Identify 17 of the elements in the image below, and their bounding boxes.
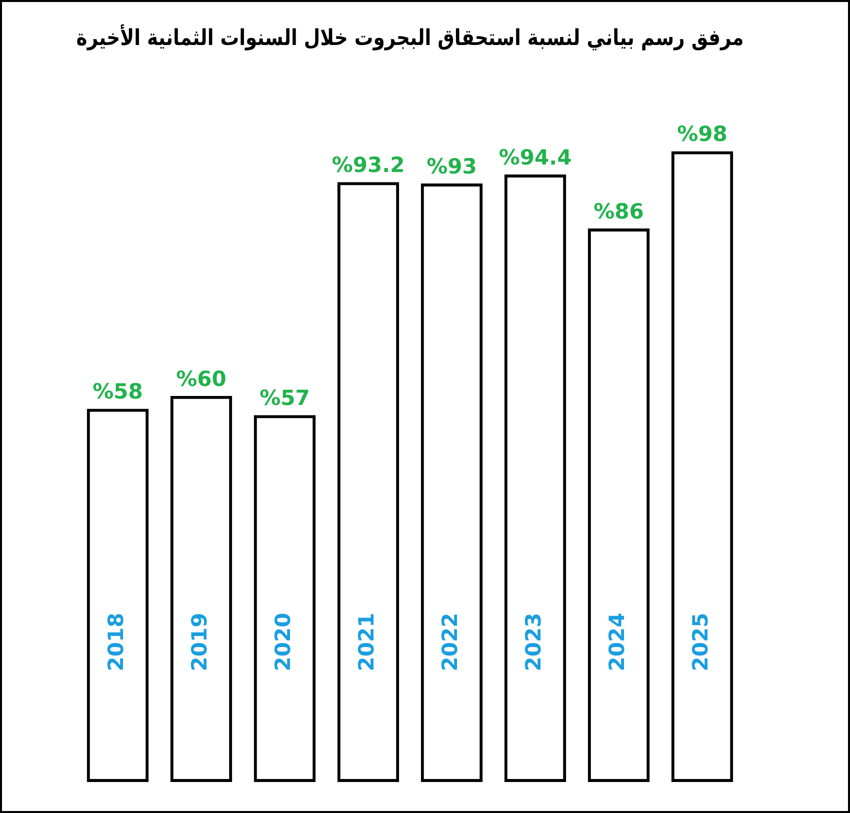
data-label: %57: [260, 386, 310, 410]
x-tick-label: 2024: [605, 612, 630, 672]
data-label: %60: [176, 366, 226, 391]
data-label: %93.2: [332, 153, 405, 178]
x-tick-label: 2022: [438, 612, 462, 672]
chart-title: مرفق رسم بياني لنسبة استحقاق البجروت خلال السنوات الثمانية الأخيرة: [76, 23, 744, 52]
data-label: %98: [677, 122, 728, 146]
data-label: %58: [92, 380, 143, 404]
x-tick-label: 2023: [522, 612, 546, 672]
x-tick-label: 2020: [271, 612, 296, 672]
data-label: %93: [426, 154, 477, 178]
x-tick-label: 2018: [104, 612, 128, 672]
data-label: %94.4: [498, 145, 572, 170]
data-label: %86: [594, 199, 644, 224]
x-tick-label: 2019: [188, 612, 212, 672]
x-tick-label: 2025: [688, 612, 713, 672]
x-tick-label: 2021: [354, 612, 379, 672]
